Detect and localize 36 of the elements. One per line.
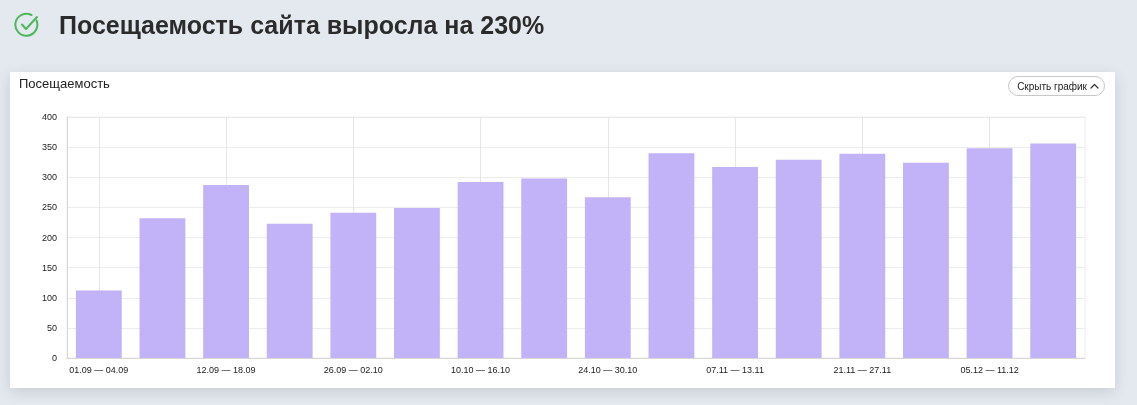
bar bbox=[839, 153, 886, 358]
bar bbox=[139, 218, 186, 358]
hide-chart-button[interactable]: Скрыть график bbox=[1008, 76, 1105, 96]
y-tick-label: 50 bbox=[46, 322, 57, 333]
y-tick-label: 400 bbox=[41, 112, 57, 122]
bar bbox=[775, 159, 822, 358]
bar bbox=[648, 153, 695, 358]
x-tick-label: 07.11 — 13.11 bbox=[706, 364, 764, 375]
bar bbox=[394, 207, 440, 358]
x-tick-label: 10.10 — 16.10 bbox=[451, 364, 511, 375]
chart-title: Посещаемость сайта выросла на 230% bbox=[59, 10, 545, 41]
chart-subtitle: Посещаемость bbox=[19, 76, 110, 92]
bar bbox=[966, 148, 1013, 358]
x-tick-label: 01.09 — 04.09 bbox=[69, 364, 129, 375]
x-tick-label: 21.11 — 27.11 bbox=[833, 364, 892, 375]
bar bbox=[457, 182, 504, 358]
x-tick-label: 26.09 — 02.10 bbox=[323, 364, 383, 375]
y-tick-label: 350 bbox=[41, 142, 57, 153]
y-tick-label: 300 bbox=[41, 172, 57, 183]
x-tick-label: 05.12 — 11.12 bbox=[960, 364, 1019, 375]
bar bbox=[712, 167, 758, 358]
bar bbox=[903, 162, 949, 358]
bar bbox=[330, 212, 377, 358]
y-tick-label: 100 bbox=[41, 292, 57, 303]
bar bbox=[521, 178, 568, 358]
bar bbox=[584, 197, 631, 358]
bar bbox=[75, 290, 122, 358]
bar bbox=[203, 185, 249, 358]
y-tick-label: 150 bbox=[41, 262, 57, 273]
bar bbox=[266, 223, 313, 358]
x-tick-label: 24.10 — 30.10 bbox=[578, 364, 638, 375]
x-tick-label: 12.09 — 18.09 bbox=[196, 364, 256, 375]
y-tick-label: 0 bbox=[51, 353, 57, 363]
y-tick-label: 250 bbox=[41, 202, 57, 213]
y-tick-label: 200 bbox=[41, 232, 57, 243]
bar bbox=[1030, 143, 1077, 358]
